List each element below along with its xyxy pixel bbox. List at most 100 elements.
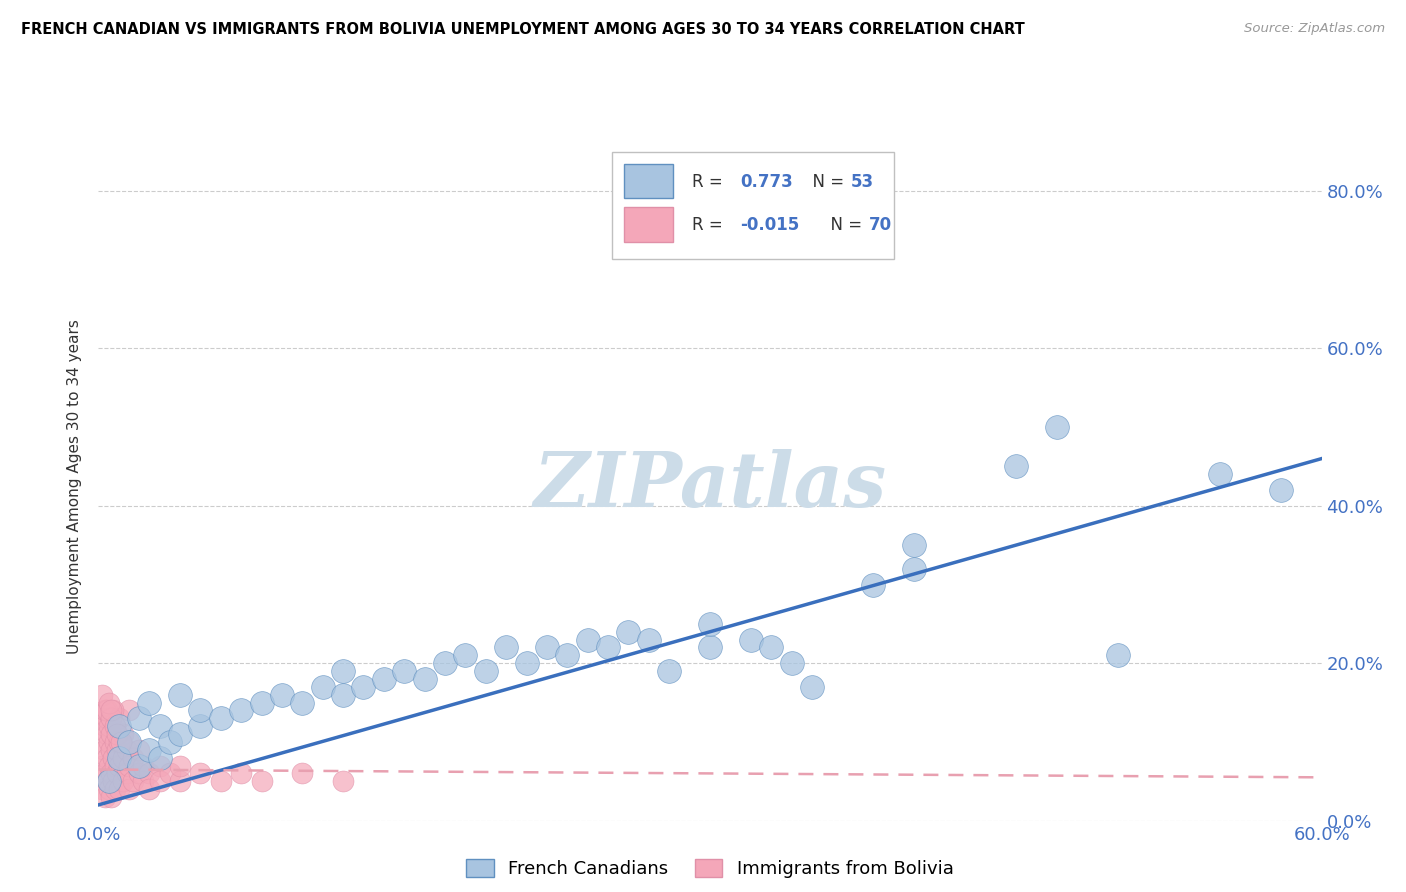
- Point: [699, 616, 721, 631]
- Point: [699, 640, 721, 655]
- Point: [118, 782, 141, 797]
- Point: [740, 632, 762, 647]
- Point: [169, 758, 191, 772]
- Point: [97, 696, 120, 710]
- Point: [111, 727, 134, 741]
- Point: [91, 688, 114, 702]
- Point: [108, 735, 131, 749]
- Point: [149, 758, 172, 772]
- Point: [111, 750, 134, 764]
- Point: [557, 648, 579, 663]
- Point: [312, 680, 335, 694]
- Point: [108, 758, 131, 772]
- Point: [454, 648, 477, 663]
- Point: [100, 743, 122, 757]
- Point: [188, 766, 212, 780]
- Point: [101, 774, 124, 789]
- Text: 0.773: 0.773: [741, 173, 793, 191]
- Point: [96, 727, 118, 741]
- Point: [122, 774, 145, 789]
- Point: [903, 562, 925, 576]
- Point: [761, 640, 783, 655]
- Point: [100, 790, 122, 805]
- Point: [96, 750, 118, 764]
- Point: [780, 657, 803, 671]
- Point: [93, 743, 115, 757]
- Point: [291, 766, 314, 780]
- Point: [138, 696, 160, 710]
- Point: [1107, 648, 1129, 663]
- Point: [110, 735, 132, 749]
- Text: N =: N =: [820, 216, 868, 235]
- Point: [97, 758, 120, 772]
- Point: [118, 735, 141, 749]
- Point: [128, 758, 150, 772]
- Point: [132, 758, 155, 772]
- Point: [128, 743, 150, 757]
- Point: [108, 750, 131, 764]
- Text: N =: N =: [801, 173, 849, 191]
- Point: [149, 719, 172, 733]
- Text: -0.015: -0.015: [741, 216, 800, 235]
- FancyBboxPatch shape: [624, 164, 673, 199]
- Point: [1209, 467, 1232, 482]
- Point: [108, 719, 131, 733]
- Point: [862, 577, 884, 591]
- Point: [104, 782, 127, 797]
- Point: [801, 680, 824, 694]
- Point: [111, 774, 134, 789]
- Point: [108, 782, 131, 797]
- Point: [97, 782, 120, 797]
- Point: [434, 657, 457, 671]
- Point: [128, 711, 150, 725]
- FancyBboxPatch shape: [612, 152, 894, 259]
- Point: [250, 774, 273, 789]
- Point: [516, 657, 538, 671]
- Text: ZIPatlas: ZIPatlas: [533, 450, 887, 523]
- Text: R =: R =: [692, 216, 728, 235]
- Point: [576, 632, 599, 647]
- Point: [100, 766, 122, 780]
- Point: [159, 735, 181, 749]
- Point: [536, 640, 558, 655]
- Point: [96, 703, 118, 717]
- Point: [474, 664, 498, 678]
- Point: [188, 719, 212, 733]
- Point: [169, 727, 191, 741]
- Point: [93, 719, 115, 733]
- Point: [1270, 483, 1292, 497]
- Point: [231, 703, 253, 717]
- Point: [132, 774, 155, 789]
- Point: [413, 672, 436, 686]
- Point: [138, 782, 160, 797]
- Point: [91, 782, 114, 797]
- Point: [138, 743, 160, 757]
- Point: [93, 790, 115, 805]
- Point: [598, 640, 620, 655]
- Text: 70: 70: [869, 216, 893, 235]
- Point: [352, 680, 374, 694]
- FancyBboxPatch shape: [624, 207, 673, 242]
- Point: [100, 727, 122, 741]
- Point: [638, 632, 661, 647]
- Point: [291, 696, 314, 710]
- Point: [495, 640, 517, 655]
- Point: [97, 719, 120, 733]
- Text: 53: 53: [851, 173, 873, 191]
- Text: FRENCH CANADIAN VS IMMIGRANTS FROM BOLIVIA UNEMPLOYMENT AMONG AGES 30 TO 34 YEAR: FRENCH CANADIAN VS IMMIGRANTS FROM BOLIV…: [21, 22, 1025, 37]
- Point: [118, 758, 141, 772]
- Point: [118, 703, 141, 717]
- Point: [332, 688, 354, 702]
- Point: [101, 703, 124, 717]
- Point: [128, 766, 150, 780]
- Point: [96, 711, 118, 725]
- Point: [105, 766, 128, 780]
- Point: [115, 766, 138, 780]
- Point: [209, 711, 232, 725]
- Point: [97, 774, 120, 789]
- Point: [104, 719, 127, 733]
- Point: [373, 672, 395, 686]
- Point: [209, 774, 232, 789]
- Point: [93, 703, 115, 717]
- Point: [100, 703, 122, 717]
